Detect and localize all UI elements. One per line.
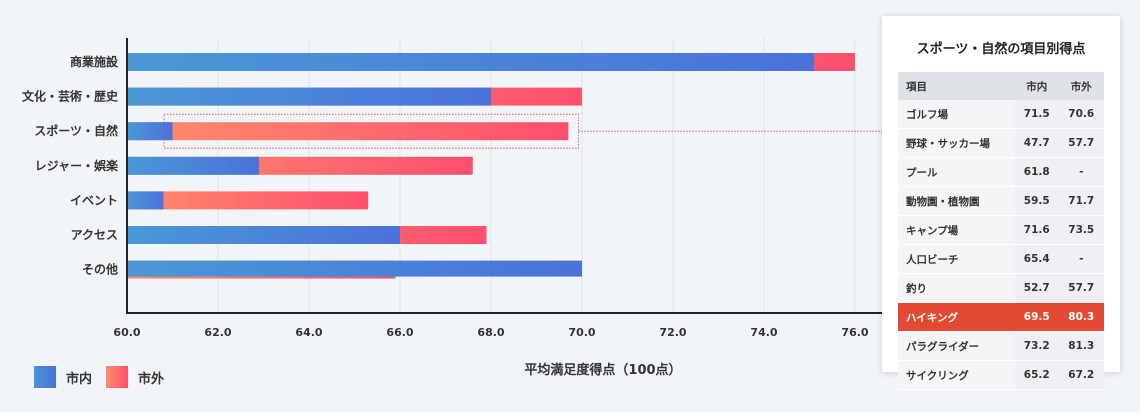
- row-outer: 71.7: [1059, 186, 1104, 216]
- row-item: 釣り: [898, 273, 1015, 303]
- bar-inner[interactable]: [127, 122, 173, 141]
- bar-inner[interactable]: [127, 226, 400, 244]
- x-tick-label: 76.0: [841, 326, 868, 339]
- axes: [126, 38, 882, 314]
- row-inner: 71.5: [1015, 100, 1060, 129]
- header-item: 項目: [898, 72, 1015, 100]
- detail-table-row[interactable]: 野球・サッカー場 47.7 57.7: [898, 128, 1104, 158]
- row-inner: 52.7: [1015, 273, 1060, 303]
- legend: 市内 市外: [34, 366, 164, 388]
- detail-table-body: ゴルフ場 71.5 70.6 野球・サッカー場 47.7 57.7 プール 61.8- 動物園・…: [898, 100, 1104, 390]
- header-outer: 市外: [1059, 72, 1104, 100]
- bar-outer[interactable]: [127, 122, 569, 141]
- row-outer: -: [1059, 157, 1104, 187]
- row-outer: 73.5: [1059, 215, 1104, 245]
- row-inner: 59.5: [1015, 186, 1060, 216]
- x-tick-label: 62.0: [204, 326, 231, 339]
- x-tick-label: 66.0: [386, 326, 413, 339]
- row-item: キャンプ場: [898, 215, 1015, 245]
- grid-lines: [126, 38, 856, 313]
- row-outer: 57.7: [1059, 128, 1104, 158]
- category-label: レジャー・娯楽: [35, 158, 119, 173]
- bar-inner[interactable]: [127, 260, 582, 277]
- category-label: 商業施設: [70, 54, 119, 69]
- detail-table-row[interactable]: キャンプ場 71.6 73.5: [898, 215, 1104, 245]
- row-outer: 80.3: [1059, 302, 1104, 332]
- row-inner: 61.8: [1015, 157, 1060, 187]
- detail-table-header: 項目 市内 市外: [898, 72, 1104, 100]
- detail-table-row[interactable]: 人口ビーチ 65.4-: [898, 244, 1104, 274]
- bar-inner[interactable]: [127, 87, 491, 106]
- detail-panel-title: スポーツ・自然の項目別得点: [916, 42, 1086, 57]
- row-outer: 57.7: [1059, 273, 1104, 303]
- row-outer: 81.3: [1059, 331, 1104, 361]
- row-item: 野球・サッカー場: [898, 128, 1015, 158]
- legend-item-outer[interactable]: 市外: [106, 366, 164, 388]
- row-inner: 71.6: [1015, 215, 1060, 245]
- row-item: 動物園・植物園: [898, 186, 1015, 216]
- row-outer: 67.2: [1059, 360, 1104, 390]
- highlight-callout: [163, 113, 882, 149]
- legend-swatch-outer: [106, 366, 129, 388]
- detail-table-row[interactable]: ゴルフ場 71.5 70.6: [898, 100, 1104, 129]
- row-inner: 65.2: [1015, 360, 1060, 390]
- row-item: プール: [898, 157, 1015, 187]
- highlight-box: [163, 113, 579, 149]
- detail-table-row[interactable]: 動物園・植物園 59.5 71.7: [898, 186, 1104, 216]
- x-tick-label: 74.0: [750, 326, 777, 339]
- row-item: パラグライダー: [898, 331, 1015, 361]
- row-item: サイクリング: [898, 360, 1015, 390]
- row-inner: 47.7: [1015, 128, 1060, 158]
- category-label: 文化・芸術・歴史: [22, 89, 119, 104]
- category-label: アクセス: [71, 228, 118, 242]
- detail-table: 項目 市内 市外 ゴルフ場 71.5 70.6 野球・サッカー場 47.7 57.7 プール…: [898, 72, 1104, 390]
- x-tick-label: 72.0: [659, 326, 686, 339]
- category-label: イベント: [70, 193, 118, 207]
- row-inner: 65.4: [1015, 244, 1060, 274]
- detail-table-row[interactable]: パラグライダー 73.2 81.3: [898, 331, 1104, 361]
- legend-swatch-inner: [34, 366, 56, 388]
- bar-inner[interactable]: [127, 53, 815, 71]
- detail-table-row[interactable]: ハイキング 69.5 80.3: [898, 302, 1104, 332]
- header-inner: 市内: [1015, 72, 1060, 100]
- category-label: スポーツ・自然: [34, 123, 118, 138]
- detail-table-row[interactable]: サイクリング 65.2 67.2: [898, 360, 1104, 390]
- detail-table-row[interactable]: プール 61.8-: [898, 157, 1104, 187]
- x-tick-label: 68.0: [477, 326, 504, 339]
- bars: [127, 53, 855, 279]
- row-item: 人口ビーチ: [898, 244, 1015, 274]
- row-outer: 70.6: [1059, 100, 1104, 129]
- legend-item-inner[interactable]: 市内: [34, 366, 92, 388]
- bar-inner[interactable]: [127, 156, 259, 175]
- legend-label-inner: 市内: [66, 371, 93, 387]
- bar-inner[interactable]: [127, 191, 164, 210]
- x-tick-label: 60.0: [113, 326, 140, 339]
- legend-label-outer: 市外: [138, 371, 165, 387]
- row-item: ハイキング: [898, 302, 1015, 332]
- bar-outer[interactable]: [127, 191, 369, 210]
- x-axis-title: 平均満足度得点（100点）: [524, 362, 681, 378]
- x-tick-label: 70.0: [568, 326, 595, 339]
- row-inner: 73.2: [1015, 331, 1060, 361]
- row-inner: 69.5: [1015, 302, 1060, 332]
- detail-panel: スポーツ・自然の項目別得点 項目 市内 市外 ゴルフ場 71.5 70.6 野球・サッ…: [882, 16, 1120, 390]
- category-label: その他: [82, 262, 118, 277]
- row-outer: -: [1059, 244, 1104, 274]
- x-tick-label: 64.0: [295, 326, 322, 339]
- row-item: ゴルフ場: [898, 100, 1015, 129]
- detail-table-row[interactable]: 釣り 52.7 57.7: [898, 273, 1104, 303]
- x-tick-labels: 60.0 62.0 64.0 66.0 68.0 70.0 72.0 74.0 76.0: [113, 326, 868, 339]
